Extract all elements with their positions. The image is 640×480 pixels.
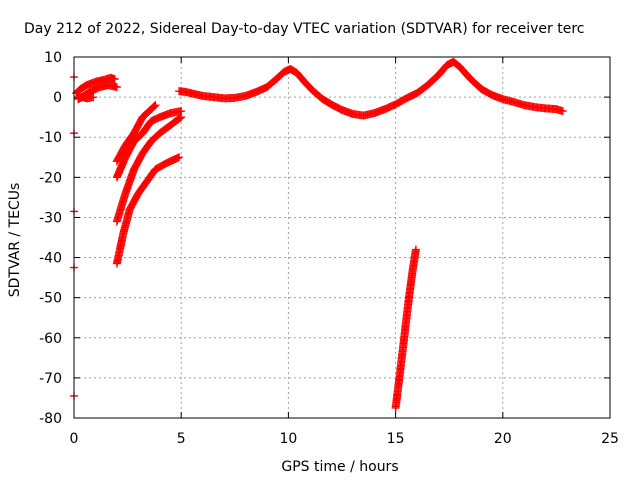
y-tick-label: -40 <box>39 251 62 267</box>
data-point <box>151 101 160 110</box>
plot-border <box>73 56 611 419</box>
y-tick-label: -20 <box>39 170 62 186</box>
data-point <box>150 101 159 110</box>
data-point <box>89 93 98 102</box>
y-tick-label: -70 <box>39 371 62 387</box>
y-tick-label: -60 <box>39 331 62 347</box>
tick-labels: 0 5 10 15 20 25 10 0 -10 -20 -30 -40 -50 -60 -70 -80 <box>39 50 619 447</box>
data-point <box>175 153 184 162</box>
x-axis-label: GPS time / hours <box>281 459 398 475</box>
data-point <box>112 83 121 92</box>
y-tick-label: -80 <box>39 411 62 427</box>
data-point <box>110 75 119 84</box>
x-tick-label: 25 <box>601 431 619 447</box>
y-tick-label: -50 <box>39 291 62 307</box>
y-tick-label: 0 <box>53 90 62 106</box>
chart-title: Day 212 of 2022, Sidereal Day-to-day VTE… <box>24 21 584 37</box>
x-tick-label: 0 <box>70 431 79 447</box>
x-tick-label: 5 <box>177 431 186 447</box>
series-early-track-c <box>74 93 98 103</box>
data-point <box>149 102 158 111</box>
data-point <box>558 107 567 116</box>
series-rise-1 <box>112 101 160 166</box>
series-rise-2 <box>112 107 186 182</box>
y-tick-label: 10 <box>44 50 62 66</box>
series-late-drop <box>391 245 420 412</box>
data-point <box>411 245 420 254</box>
data-point <box>176 113 185 122</box>
series-rise-4 <box>112 153 184 268</box>
x-tick-label: 20 <box>494 431 512 447</box>
data-points <box>70 57 567 412</box>
x-tick-label: 15 <box>387 431 405 447</box>
y-tick-label: -30 <box>39 210 62 226</box>
x-tick-label: 10 <box>279 431 297 447</box>
grid <box>74 57 610 418</box>
series-rise-3 <box>112 113 186 226</box>
y-tick-label: -10 <box>39 130 62 146</box>
series-main-track <box>175 57 567 120</box>
y-axis-label: SDTVAR / TECUs <box>7 183 23 298</box>
data-point <box>177 113 186 122</box>
